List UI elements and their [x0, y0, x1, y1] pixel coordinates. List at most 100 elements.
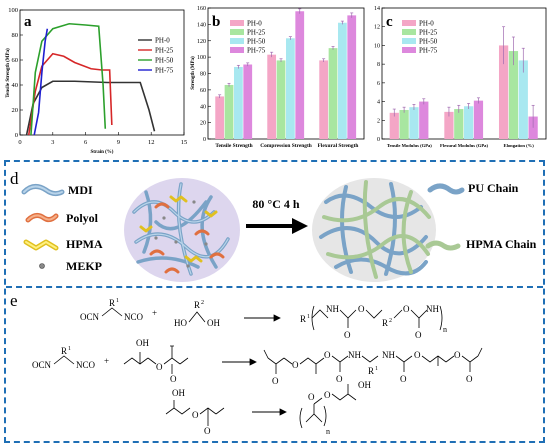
category-label: Compression Strength — [260, 143, 311, 149]
nco-label: NCO — [76, 360, 96, 370]
legend-entry: PH-25 — [155, 47, 174, 55]
y-tick-label: 12 — [374, 25, 380, 31]
o-label: O — [336, 374, 343, 384]
bar-ph-75 — [295, 11, 305, 139]
bar-ph-50 — [464, 106, 474, 139]
y-tick-label: 120 — [197, 39, 206, 45]
reaction-condition: 80 °C 4 h — [252, 197, 299, 211]
scheme-box — [4, 160, 545, 443]
reaction-1: OCN R 1 NCO + HO R 2 OH R 1 NH O O R 2 O — [80, 298, 447, 340]
oh-label: OH — [136, 338, 149, 348]
r1-label: R — [109, 298, 115, 308]
nh-label: NH — [426, 304, 439, 314]
panel-d: d MDI Polyol HPMA MEKP — [6, 162, 544, 286]
x-tick-label: 3 — [51, 139, 54, 146]
y-tick-label: 100 — [197, 55, 206, 61]
legend-entry: PH-0 — [419, 20, 434, 28]
bar-ph-0 — [498, 45, 509, 139]
legend-hpma-chain: HPMA Chain — [466, 237, 537, 251]
y-tick-label: 14 — [374, 6, 380, 12]
r1-sup: 1 — [307, 314, 310, 320]
ocn-label: OCN — [32, 360, 52, 370]
r2-label: R — [194, 300, 200, 310]
tensile-line-chart: a Tensile Strength (MPa) Strain (%) 0 3 6 9… — [6, 7, 188, 155]
o-label: O — [324, 350, 331, 360]
y-tick-label: 60 — [200, 88, 206, 94]
o-label: O — [192, 410, 199, 420]
legend-swatch — [230, 38, 244, 44]
o-label: O — [156, 362, 163, 372]
legend-entry: PH-75 — [247, 47, 266, 55]
y-axis-label: Strength (MPa) — [191, 56, 196, 90]
oh-label: OH — [358, 380, 371, 390]
y-tick-label: 20 — [12, 107, 19, 114]
bar-ph-50 — [286, 38, 295, 140]
o-label: O — [204, 426, 211, 436]
bar-ph-0 — [444, 111, 454, 139]
y-tick-label: 0 — [15, 132, 18, 139]
legend-swatch — [402, 29, 416, 35]
mekp-icon — [39, 263, 45, 269]
panel-letter: a — [24, 14, 32, 30]
legend-entry: PH-25 — [247, 29, 266, 37]
hpma-chain-icon — [425, 240, 461, 251]
x-tick-label: 12 — [148, 139, 155, 146]
legend-swatch — [402, 38, 416, 44]
pu-chain-icon — [427, 183, 465, 195]
panel-a: a Tensile Strength (MPa) Strain (%) 0 3 6 9… — [0, 0, 188, 160]
y-axis-label: Tensile Strength (MPa) — [6, 48, 11, 98]
series-line-ph-25 — [27, 52, 113, 136]
y-tick-label: 8 — [377, 62, 380, 68]
r1-label: R — [61, 346, 67, 356]
bar-ph-25 — [328, 48, 338, 139]
category-label: Tensile Strength — [215, 143, 252, 149]
o-label: O — [308, 392, 315, 402]
y-tick-label: 80 — [12, 32, 19, 39]
repeat-n: n — [326, 427, 330, 436]
y-tick-label: 100 — [8, 7, 18, 14]
x-tick-label: 6 — [84, 139, 88, 146]
bar-ph-0 — [319, 60, 329, 139]
series-line-ph-50 — [30, 22, 107, 136]
bar-ph-25 — [276, 60, 286, 139]
bar-ph-25 — [508, 51, 519, 139]
r1-sup: 1 — [116, 298, 119, 304]
r1-label: R — [368, 366, 374, 376]
ho-label: HO — [174, 318, 187, 328]
legend-hpma: HPMA — [66, 237, 103, 251]
category-label: Flexural Strength — [318, 143, 359, 149]
o-label: O — [403, 304, 410, 314]
panel-letter: b — [212, 14, 220, 30]
legend-entry: PH-0 — [247, 20, 262, 28]
x-tick-label: 15 — [181, 139, 188, 146]
category-label: Flexural Modulus (GPa) — [440, 143, 488, 148]
panel-b: b Strength (MPa) 0 20 40 60 80 100 120 140 160 P… — [188, 0, 368, 160]
legend-entry: PH-50 — [419, 38, 438, 46]
o-label: O — [466, 374, 473, 384]
bar-ph-0 — [267, 54, 277, 140]
legend-swatch — [402, 20, 416, 26]
nh-label: NH — [348, 350, 361, 360]
bar-ph-50 — [338, 22, 347, 139]
r1-sup: 1 — [375, 366, 378, 372]
oh-label: OH — [207, 318, 220, 328]
panel-letter: d — [10, 169, 19, 188]
panel-c: c 0 2 4 6 8 10 12 14 PH-0 PH-25 PH-50 PH-75 Tensil… — [368, 0, 550, 160]
bar-ph-75 — [243, 64, 253, 139]
bar-ph-0 — [215, 96, 225, 139]
bar-ph-25 — [399, 109, 409, 139]
bar-ph-50 — [234, 66, 243, 139]
nh-label: NH — [326, 304, 339, 314]
legend-swatch — [230, 20, 244, 26]
plus-sign: + — [104, 356, 109, 366]
y-tick-label: 20 — [200, 121, 206, 127]
o-label: O — [170, 374, 177, 384]
y-tick-label: 40 — [200, 104, 206, 110]
o-label: O — [272, 376, 279, 386]
reaction-2: OCN R 1 NCO + OH O O O O O O NH R 1 — [32, 338, 483, 386]
plot-frame — [19, 9, 185, 136]
plus-sign: + — [152, 308, 157, 318]
y-tick-label: 80 — [200, 72, 206, 78]
category-label: Tensile Modulus (GPa) — [387, 143, 432, 148]
